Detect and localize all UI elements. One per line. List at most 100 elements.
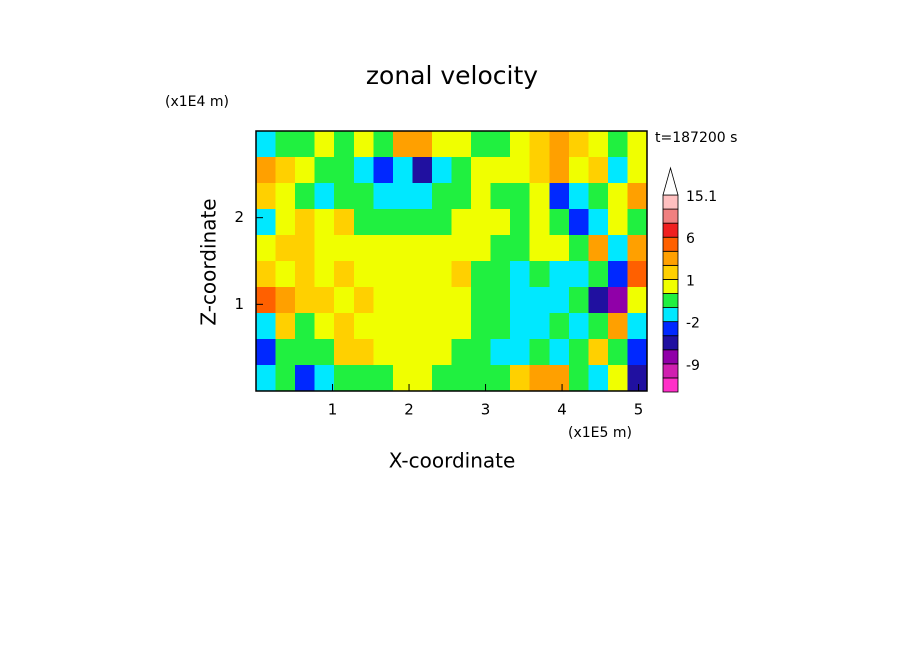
field-cell	[451, 313, 472, 340]
field-cell	[373, 261, 394, 288]
field-cell	[275, 183, 296, 210]
field-cell	[510, 313, 531, 340]
field-cell	[373, 235, 394, 262]
colorbar-label: 15.1	[686, 189, 717, 205]
field-cell	[431, 131, 452, 158]
field-cell	[471, 235, 492, 262]
colorbar-band	[662, 349, 679, 365]
field-cell	[568, 339, 589, 366]
field-cell	[588, 209, 609, 236]
field-cell	[431, 235, 452, 262]
field-cell	[510, 235, 531, 262]
field-cell	[431, 261, 452, 288]
field-cell	[588, 235, 609, 262]
field-cell	[451, 235, 472, 262]
field-cell	[334, 131, 355, 158]
x-tick-label: 4	[557, 401, 567, 419]
field-cell	[256, 365, 277, 392]
field-cell	[373, 365, 394, 392]
field-cell	[334, 287, 355, 314]
field-cell	[334, 235, 355, 262]
field-cell	[451, 261, 472, 288]
field-cell	[529, 313, 550, 340]
field-cell	[392, 131, 413, 158]
field-cell	[295, 313, 316, 340]
field-cell	[607, 209, 628, 236]
field-cell	[392, 261, 413, 288]
field-cell	[471, 183, 492, 210]
field-cell	[431, 209, 452, 236]
field-cell	[510, 261, 531, 288]
field-cell	[529, 157, 550, 184]
field-cell	[490, 339, 511, 366]
field-cell	[392, 287, 413, 314]
field-cell	[314, 261, 335, 288]
colorbar-band	[662, 363, 679, 379]
field-cell	[627, 313, 648, 340]
field-cell	[373, 183, 394, 210]
field-cell	[529, 209, 550, 236]
field-cell	[490, 235, 511, 262]
field-cell	[510, 339, 531, 366]
field-cell	[627, 131, 648, 158]
field-cell	[314, 339, 335, 366]
colorbar-band	[662, 377, 679, 393]
field-cell	[373, 131, 394, 158]
field-cell	[353, 287, 374, 314]
field-cell	[392, 365, 413, 392]
field-cell	[490, 287, 511, 314]
field-cell	[607, 365, 628, 392]
colorbar-label: -9	[686, 358, 700, 374]
field-cell	[627, 365, 648, 392]
field-cell	[412, 261, 433, 288]
field-cell	[353, 261, 374, 288]
field-cell	[431, 313, 452, 340]
x-tick-label: 3	[481, 401, 491, 419]
field-cell	[314, 209, 335, 236]
field-cell	[451, 365, 472, 392]
field-cell	[588, 313, 609, 340]
field-cell	[256, 339, 277, 366]
field-cell	[627, 235, 648, 262]
field-cell	[256, 287, 277, 314]
colorbar-band	[662, 250, 679, 266]
field-cell	[588, 183, 609, 210]
field-cell	[490, 209, 511, 236]
field-cell	[607, 157, 628, 184]
field-cell	[568, 209, 589, 236]
field-cell	[607, 339, 628, 366]
field-cell	[490, 261, 511, 288]
colorbar-label: 1	[686, 273, 695, 289]
field-cell	[627, 339, 648, 366]
field-cell	[275, 313, 296, 340]
field-cell	[588, 339, 609, 366]
field-cell	[607, 313, 628, 340]
field-cell	[392, 339, 413, 366]
field-cell	[334, 261, 355, 288]
field-cell	[392, 157, 413, 184]
colorbar-band	[662, 293, 679, 308]
field-cell	[471, 313, 492, 340]
field-cell	[353, 313, 374, 340]
colorbar-band	[662, 279, 679, 294]
time-label: t=187200 s	[655, 130, 737, 146]
field-cell	[334, 339, 355, 366]
y-tick-label: 2	[234, 208, 244, 226]
x-unit: (x1E5 m)	[568, 425, 632, 441]
colorbar-label: -2	[686, 316, 700, 332]
field-cell	[549, 131, 570, 158]
field-cell	[607, 131, 628, 158]
field-cell	[275, 261, 296, 288]
field-cell	[529, 339, 550, 366]
field-cell	[510, 131, 531, 158]
colorbar-band	[662, 222, 679, 238]
field-cell	[373, 157, 394, 184]
field-cell	[373, 209, 394, 236]
field-cell	[471, 157, 492, 184]
field-cell	[549, 313, 570, 340]
field-cell	[568, 313, 589, 340]
field-cell	[549, 157, 570, 184]
field-cell	[275, 235, 296, 262]
field-cell	[295, 365, 316, 392]
colorbar-label: 6	[686, 231, 695, 247]
